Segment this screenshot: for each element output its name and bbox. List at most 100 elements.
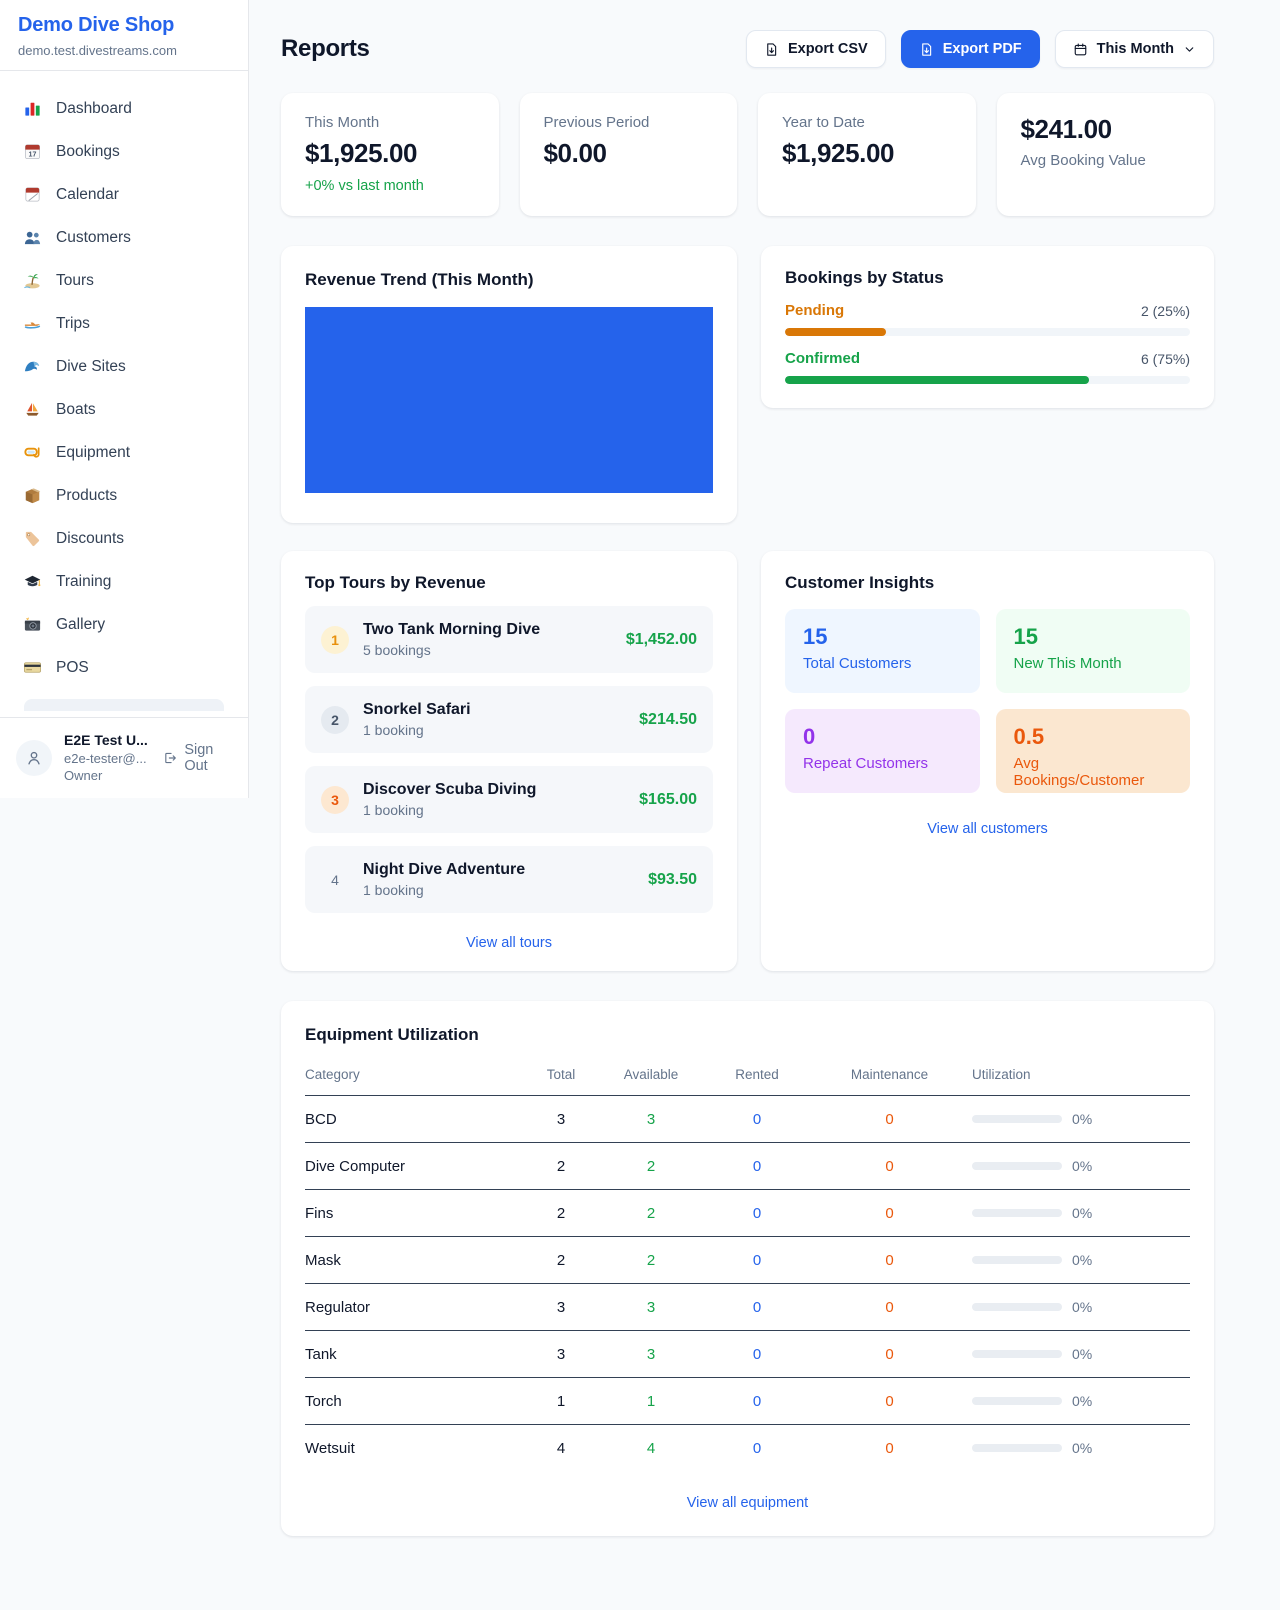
insight-tile-avg-bookings: 0.5 Avg Bookings/Customer xyxy=(995,709,1190,793)
rank-badge: 4 xyxy=(331,871,339,888)
sidebar-item-dashboard[interactable]: Dashboard xyxy=(12,87,236,130)
file-download-icon xyxy=(767,42,777,56)
island-icon xyxy=(22,271,42,291)
view-all-equipment-link[interactable]: View all equipment xyxy=(686,1495,809,1511)
utilization-bar xyxy=(972,1350,1062,1358)
tour-name: Discover Scuba Diving xyxy=(363,781,537,798)
stats-row: This Month $1,925.00 +0% vs last month P… xyxy=(281,93,1214,216)
logout-icon xyxy=(165,752,177,764)
tour-row: 4 Night Dive Adventure 1 booking $93.50 xyxy=(305,846,713,913)
speedboat-icon xyxy=(22,314,42,334)
equipment-category: Wetsuit xyxy=(305,1439,355,1457)
tour-bookings: 1 booking xyxy=(363,882,424,898)
user-role: Owner xyxy=(64,768,103,784)
export-csv-button[interactable]: Export CSV xyxy=(745,30,886,68)
bookings-by-status-card: Bookings by Status Pending 2 (25%) Confi… xyxy=(761,246,1214,408)
bar-chart-icon xyxy=(22,99,42,119)
utilization-bar xyxy=(972,1162,1062,1170)
sidebar-user-panel: E2E Test U... e2e-tester@... Owner Sign … xyxy=(0,717,248,798)
sidebar-item-equipment[interactable]: Equipment xyxy=(12,431,236,474)
equipment-category: Torch xyxy=(305,1377,527,1425)
sidebar-header: Demo Dive Shop demo.test.divestreams.com xyxy=(0,0,248,71)
tour-revenue: $1,452.00 xyxy=(625,630,697,648)
page-title: Reports xyxy=(281,35,370,62)
rank-badge: 3 xyxy=(321,785,349,814)
user-email: e2e-tester@... xyxy=(64,750,147,766)
customer-insights-title: Customer Insights xyxy=(785,573,935,592)
sidebar-item-tours[interactable]: Tours xyxy=(12,259,236,302)
sidebar-item-active-partial[interactable] xyxy=(24,699,224,711)
utilization-bar xyxy=(972,1115,1062,1123)
export-pdf-button[interactable]: Export PDF xyxy=(900,30,1040,68)
period-selector[interactable]: This Month xyxy=(1054,30,1214,68)
stat-card-year-to-date: Year to Date $1,925.00 xyxy=(758,93,976,216)
table-row: Wetsuit 4 4 0 0 0% xyxy=(305,1425,1190,1472)
shop-name: Demo Dive Shop xyxy=(18,14,175,36)
graduation-cap-icon xyxy=(22,572,42,592)
utilization-bar xyxy=(972,1256,1062,1264)
equipment-category: BCD xyxy=(305,1095,527,1143)
confirmed-bar-fill xyxy=(785,376,1089,384)
equipment-category: Regulator xyxy=(305,1283,527,1331)
revenue-trend-chart xyxy=(305,307,713,493)
shop-domain: demo.test.divestreams.com xyxy=(18,43,177,58)
sidebar-item-dive-sites[interactable]: Dive Sites xyxy=(12,345,236,388)
equipment-category: Mask xyxy=(305,1236,527,1284)
tag-icon xyxy=(22,529,42,549)
avatar xyxy=(16,740,52,776)
stat-card-this-month: This Month $1,925.00 +0% vs last month xyxy=(281,93,499,216)
status-row-pending: Pending 2 (25%) xyxy=(785,302,1190,336)
dive-mask-icon xyxy=(22,443,42,463)
tour-name: Two Tank Morning Dive xyxy=(363,621,541,638)
tour-row: 1 Two Tank Morning Dive 5 bookings $1,45… xyxy=(305,606,713,673)
header-actions: Export CSV Export PDF This Month xyxy=(745,30,1214,68)
sidebar-item-trips[interactable]: Trips xyxy=(12,302,236,345)
sidebar-nav: Dashboard 17 Bookings Calendar Customers… xyxy=(0,71,248,711)
sidebar-item-products[interactable]: Products xyxy=(12,474,236,517)
file-download-icon xyxy=(921,42,931,56)
tour-revenue: $214.50 xyxy=(639,710,697,728)
bookings-by-status-title: Bookings by Status xyxy=(785,268,944,287)
utilization-bar xyxy=(972,1444,1062,1452)
revenue-trend-title: Revenue Trend (This Month) xyxy=(305,270,534,289)
table-row: Tank 3 3 0 0 0% xyxy=(305,1330,1190,1378)
tour-name: Night Dive Adventure xyxy=(363,861,526,878)
sidebar-item-training[interactable]: Training xyxy=(12,560,236,603)
chevron-down-icon xyxy=(1185,46,1194,52)
status-row-confirmed: Confirmed 6 (75%) xyxy=(785,350,1190,384)
svg-text:17: 17 xyxy=(28,150,36,158)
sidebar-item-boats[interactable]: Boats xyxy=(12,388,236,431)
revenue-trend-card: Revenue Trend (This Month) xyxy=(281,246,737,523)
tour-name: Snorkel Safari xyxy=(363,701,471,718)
insight-tile-new-this-month: 15 New This Month xyxy=(995,609,1190,693)
tear-calendar-icon xyxy=(22,185,42,205)
sidebar-item-calendar[interactable]: Calendar xyxy=(12,173,236,216)
equipment-utilization-title: Equipment Utilization xyxy=(305,1025,479,1044)
user-name: E2E Test U... xyxy=(64,732,148,748)
sign-out-button[interactable]: Sign Out xyxy=(163,742,234,774)
equipment-category: Dive Computer xyxy=(305,1142,527,1190)
sidebar-item-bookings[interactable]: 17 Bookings xyxy=(12,130,236,173)
equipment-table: Category Total Available Rented Maintena… xyxy=(305,1059,1190,1471)
view-all-customers-link[interactable]: View all customers xyxy=(927,821,1048,837)
tour-revenue: $93.50 xyxy=(648,870,697,888)
stat-card-previous-period: Previous Period $0.00 xyxy=(519,93,737,216)
view-all-tours-link[interactable]: View all tours xyxy=(466,935,552,951)
table-row: Regulator 3 3 0 0 0% xyxy=(305,1283,1190,1331)
stat-delta: +0% vs last month xyxy=(305,178,424,194)
sidebar-item-discounts[interactable]: Discounts xyxy=(12,517,236,560)
sidebar-item-pos[interactable]: POS xyxy=(12,646,236,689)
equipment-category: Fins xyxy=(305,1189,527,1237)
insight-tiles: 15 Total Customers 15 New This Month 0 R… xyxy=(785,609,1190,793)
rank-badge: 2 xyxy=(321,705,349,734)
sidebar-item-customers[interactable]: Customers xyxy=(12,216,236,259)
insight-tile-total-customers: 15 Total Customers xyxy=(785,609,980,693)
sidebar-item-gallery[interactable]: Gallery xyxy=(12,603,236,646)
calendar-icon xyxy=(1074,43,1086,55)
user-info: E2E Test U... e2e-tester@... Owner xyxy=(64,731,151,785)
utilization-bar xyxy=(972,1397,1062,1405)
people-icon xyxy=(22,228,42,248)
sidebar: Demo Dive Shop demo.test.divestreams.com… xyxy=(0,0,249,798)
pending-bar-track xyxy=(785,328,1190,336)
table-row: Torch 1 1 0 0 0% xyxy=(305,1377,1190,1425)
